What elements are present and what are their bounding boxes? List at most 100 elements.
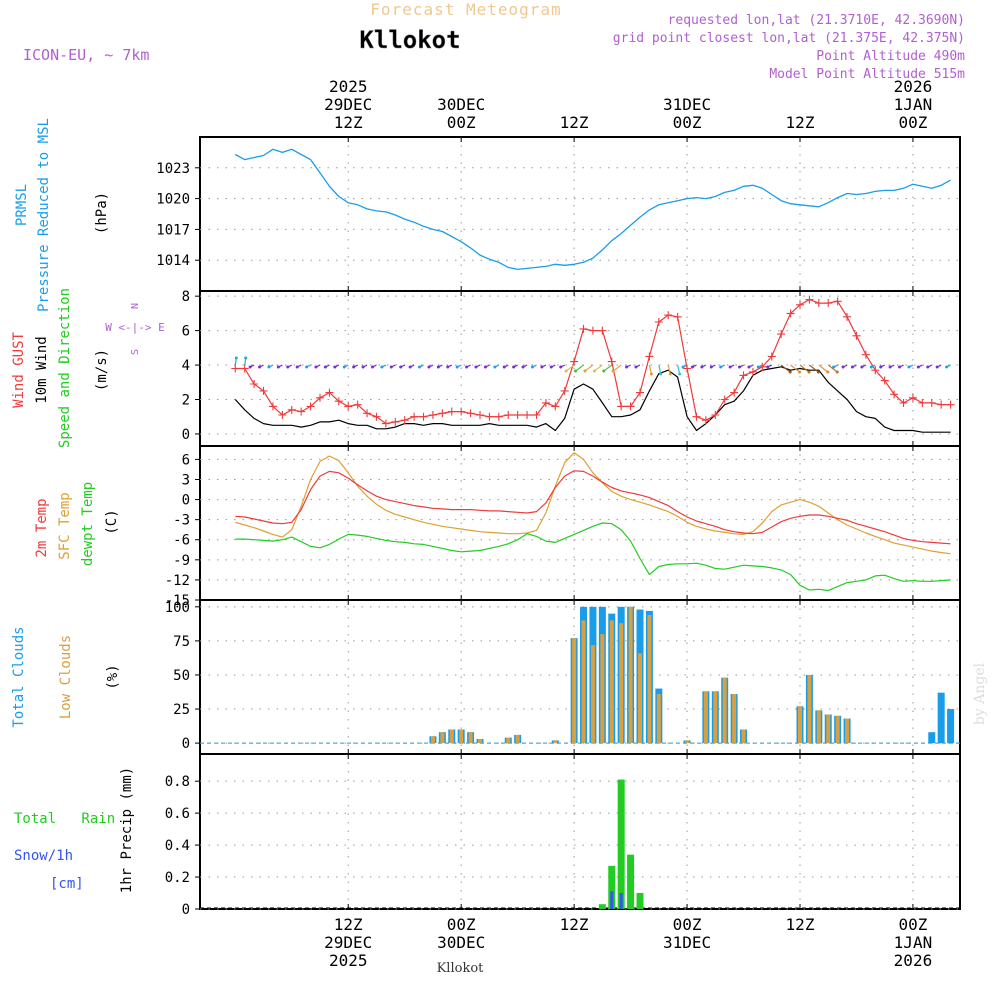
low-cloud-bar	[798, 706, 802, 744]
gust-marker	[513, 411, 522, 419]
time-label: 31DEC	[663, 933, 711, 952]
point-altitude: Point Altitude 490m	[816, 49, 965, 64]
rain-bar	[636, 893, 644, 909]
wind-arrow-head	[926, 365, 930, 369]
gust-marker	[946, 400, 955, 409]
low-cloud-bar	[553, 740, 558, 744]
wind-arrow-head	[342, 365, 346, 369]
low-cloud-bar	[807, 674, 812, 744]
label-temp-unit: (C)	[104, 509, 120, 534]
wind-arrow-head	[860, 365, 864, 369]
y-tick-label: 0.4	[165, 838, 190, 854]
time-label: 00Z	[898, 113, 927, 132]
wind-arrow	[677, 364, 681, 375]
gust-marker	[316, 393, 324, 402]
low-cloud-bar	[638, 653, 642, 744]
gust-marker	[363, 409, 372, 418]
gust-marker	[927, 398, 936, 407]
gust-marker	[494, 412, 503, 421]
time-label: 00Z	[898, 915, 927, 934]
gust-marker	[306, 402, 315, 411]
time-label: 2025	[329, 77, 368, 96]
wind-arrow-head	[399, 365, 403, 369]
rain-bar	[608, 865, 616, 909]
gust-marker	[334, 397, 343, 406]
gust-marker	[419, 412, 428, 421]
wind-arrow	[575, 364, 584, 372]
low-cloud-bar	[581, 620, 586, 744]
wind-arrow-head	[898, 365, 902, 369]
gust-marker	[617, 402, 626, 411]
gust-marker	[344, 402, 353, 411]
compass-s: S	[130, 349, 141, 355]
wind-arrow-head	[314, 365, 318, 369]
wind-arrow-head	[611, 369, 615, 373]
wind-arrow-head	[352, 365, 356, 369]
label-wind-dir: Speed and Direction	[57, 288, 73, 448]
gust-marker	[287, 405, 296, 414]
wind-arrow-head	[766, 365, 770, 369]
wind-arrow-head	[719, 365, 723, 369]
wind-arrow-head	[483, 365, 487, 369]
wind-arrow-head	[728, 365, 732, 369]
low-cloud-bar	[816, 710, 821, 744]
gust-marker	[457, 407, 466, 416]
gust-marker	[777, 330, 786, 339]
gust-marker	[871, 366, 880, 375]
model-altitude: Model Point Altitude 515m	[769, 67, 965, 82]
grid-point-coords: grid point closest lon,lat (21.375E, 42.…	[613, 31, 965, 46]
y-tick-label: 4	[182, 358, 190, 374]
gust-marker	[391, 417, 400, 426]
low-cloud-bar	[590, 644, 595, 744]
time-label: 2026	[894, 77, 933, 96]
wind-arrow	[780, 364, 791, 373]
wind-arrow-head	[678, 372, 682, 376]
wind-arrow-head	[323, 365, 327, 369]
gust-marker	[739, 371, 748, 380]
wind-arrow-head	[756, 365, 760, 369]
time-label: 31DEC	[663, 95, 711, 114]
total-cloud-bar	[937, 692, 945, 744]
wind-arrow-head	[446, 365, 450, 369]
low-cloud-bar	[845, 718, 850, 744]
wind-arrow-head	[841, 365, 845, 369]
gust-marker	[523, 411, 532, 419]
wind-arrow-head	[869, 365, 873, 369]
gust-marker	[278, 411, 287, 419]
y-tick-label: -15	[165, 593, 190, 609]
low-cloud-bar	[430, 736, 435, 744]
wind-panel: 0 2 4 6 8	[182, 289, 961, 447]
gust-marker	[447, 407, 456, 416]
wind-arrow-head	[361, 365, 365, 369]
rain-bar	[598, 904, 606, 909]
time-label: 1JAN	[894, 933, 933, 952]
gust-marker	[701, 416, 710, 425]
temp-2m-line	[235, 470, 951, 545]
wind-arrow-head	[389, 365, 393, 369]
wind-arrow	[658, 364, 662, 375]
wind-arrow-head	[333, 365, 337, 369]
wind-arrow-head	[436, 365, 440, 369]
y-tick-label: 25	[173, 702, 190, 718]
time-label: 00Z	[447, 915, 476, 934]
wind-arrow-head	[512, 365, 516, 369]
y-tick-label: 0.6	[165, 806, 190, 822]
gust-marker	[250, 380, 259, 388]
time-label: 30DEC	[437, 933, 485, 952]
gust-marker	[748, 367, 757, 376]
gust-marker	[541, 398, 550, 407]
gust-marker	[588, 326, 597, 335]
gust-marker	[899, 398, 908, 407]
time-label: 12Z	[560, 113, 589, 132]
wind-arrow-head	[418, 365, 422, 369]
model-label: ICON-EU, ~ 7km	[23, 46, 149, 64]
low-cloud-bar	[440, 732, 445, 744]
gust-marker	[645, 352, 654, 361]
time-label: 2026	[894, 951, 933, 970]
y-tick-label: -3	[173, 513, 190, 529]
label-snow: Snow/1h	[14, 848, 73, 864]
gust-marker	[767, 352, 776, 361]
low-cloud-bar	[609, 620, 614, 744]
wind-arrow-head	[248, 365, 252, 369]
y-tick-label: 0.8	[165, 774, 190, 790]
